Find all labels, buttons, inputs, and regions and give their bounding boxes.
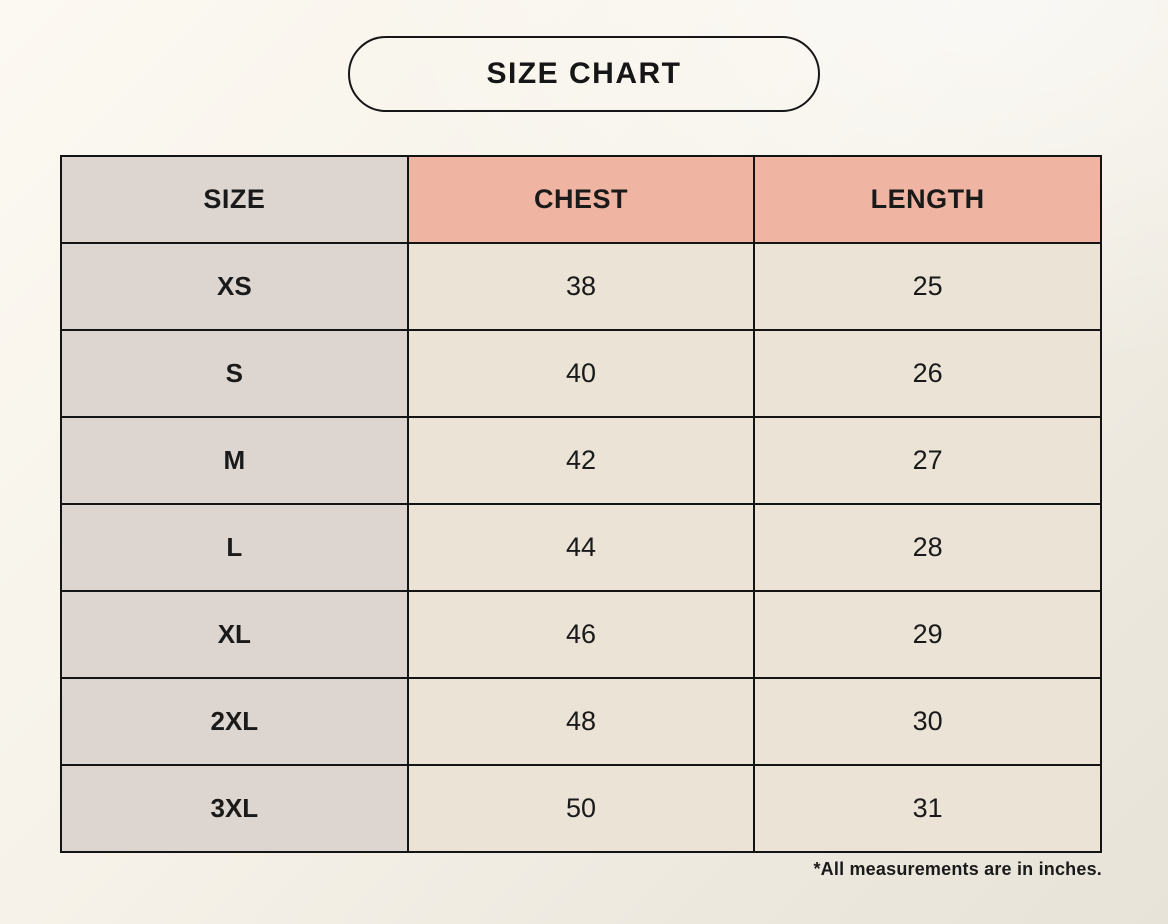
table-header-row: SIZE CHEST LENGTH: [60, 155, 1102, 244]
table-row: L 44 28: [60, 503, 1102, 592]
column-header-chest: CHEST: [406, 155, 756, 244]
table-row: XL 46 29: [60, 590, 1102, 679]
length-value: 25: [753, 242, 1102, 331]
chest-value: 38: [406, 242, 756, 331]
table-row: 2XL 48 30: [60, 677, 1102, 766]
chest-value: 40: [406, 329, 756, 418]
table-row: XS 38 25: [60, 242, 1102, 331]
chest-value: 46: [406, 590, 756, 679]
length-value: 26: [753, 329, 1102, 418]
table-row: 3XL 50 31: [60, 764, 1102, 853]
table-row: S 40 26: [60, 329, 1102, 418]
size-label: S: [60, 329, 409, 418]
length-value: 29: [753, 590, 1102, 679]
size-label: M: [60, 416, 409, 505]
length-value: 27: [753, 416, 1102, 505]
chest-value: 50: [406, 764, 756, 853]
size-label: 2XL: [60, 677, 409, 766]
size-label: 3XL: [60, 764, 409, 853]
column-header-size: SIZE: [60, 155, 409, 244]
size-chart-title-badge: SIZE CHART: [348, 36, 820, 112]
page-title: SIZE CHART: [486, 57, 682, 90]
table-row: M 42 27: [60, 416, 1102, 505]
column-header-length: LENGTH: [753, 155, 1102, 244]
chest-value: 48: [406, 677, 756, 766]
chest-value: 44: [406, 503, 756, 592]
size-label: L: [60, 503, 409, 592]
chest-value: 42: [406, 416, 756, 505]
measurements-footnote: *All measurements are in inches.: [813, 859, 1102, 879]
length-value: 30: [753, 677, 1102, 766]
length-value: 31: [753, 764, 1102, 853]
size-label: XL: [60, 590, 409, 679]
size-chart-table: SIZE CHEST LENGTH XS 38 25 S 40 26 M 42 …: [60, 155, 1102, 853]
size-label: XS: [60, 242, 409, 331]
length-value: 28: [753, 503, 1102, 592]
